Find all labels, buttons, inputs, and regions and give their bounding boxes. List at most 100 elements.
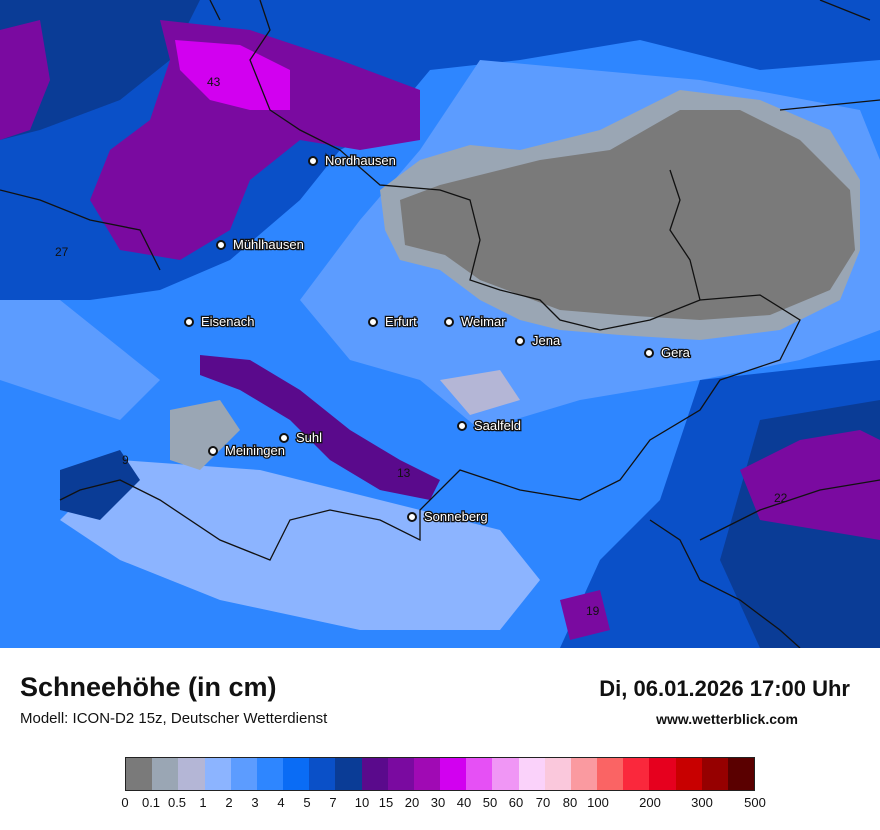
city-label: Weimar [461,314,506,329]
legend-label: 0.1 [141,795,161,810]
legend-label: 80 [562,795,578,810]
snow-depth-map: Nordhausen Mühlhausen Eisenach Erfurt We… [0,0,880,648]
city-label: Sonneberg [424,509,488,524]
legend-swatch [597,758,624,790]
snow-area-deep-harz [90,20,420,260]
legend-label: 15 [378,795,394,810]
legend-label: 3 [251,795,259,810]
city-marker-eisenach: Eisenach [184,313,256,330]
city-label: Meiningen [225,443,285,458]
legend-label: 20 [404,795,420,810]
legend-swatch [518,758,545,790]
snow-area-trace-saalfeld [440,370,520,415]
snow-area-deep-ore [740,430,880,540]
snow-area-thuringian-forest [200,355,440,500]
city-marker-muehlhausen: Mühlhausen [216,236,305,253]
city-marker-nordhausen: Nordhausen [308,152,397,169]
legend-label: 100 [587,795,609,810]
state-border-ne [819,0,871,21]
value-label-south: 19 [586,604,600,618]
legend-swatch [126,758,153,790]
legend-swatch [178,758,205,790]
legend-swatch [256,758,284,790]
value-label-forest: 13 [397,466,411,480]
color-legend [125,757,755,791]
value-label-west: 27 [55,245,69,259]
city-marker-erfurt: Erfurt [368,313,418,330]
legend-label: 500 [744,795,766,810]
city-label: Nordhausen [325,153,396,168]
city-label: Gera [661,345,691,360]
snow-area-none [400,110,855,320]
legend-swatch [649,758,676,790]
legend-label: 30 [430,795,446,810]
state-border-east [699,479,880,541]
city-marker-weimar: Weimar [444,313,508,330]
snow-area-darker [0,0,200,140]
snow-area-light-west [0,300,160,420]
legend-label: 5 [303,795,311,810]
map-title: Schneehöhe (in cm) [20,672,277,702]
legend-swatch [413,758,441,790]
legend-labels: 0 0.1 0.5 1 2 3 4 5 7 10 15 20 30 40 50 60 70 80 100 200 300… [0,795,880,811]
legend-swatch [335,758,362,790]
legend-label: 10 [354,795,370,810]
city-label: Suhl [296,430,322,445]
legend-swatch [230,758,257,790]
city-marker-saalfeld: Saalfeld [457,417,522,434]
legend-swatch [623,758,650,790]
legend-swatch [204,758,231,790]
map-canvas: Nordhausen Mühlhausen Eisenach Erfurt We… [0,0,880,648]
snow-area-trace-meiningen [170,400,240,470]
snow-area-lighter [60,460,540,630]
city-label: Jena [532,333,561,348]
legend-label: 1 [199,795,207,810]
legend-swatch [675,758,702,790]
snow-area-deep-west [0,20,50,140]
city-label: Erfurt [385,314,417,329]
state-border-hesse [0,189,161,271]
legend-swatch [309,758,336,790]
legend-label: 300 [691,795,713,810]
city-marker-gera: Gera [644,344,692,361]
city-marker-jena: Jena [515,332,562,349]
legend-label: 60 [508,795,524,810]
city-label: Saalfeld [474,418,521,433]
legend-label: 0 [121,795,129,810]
city-label: Eisenach [201,314,254,329]
state-border-north [779,99,880,111]
legend-label: 200 [639,795,661,810]
legend-swatch [387,758,414,790]
legend-label: 50 [482,795,498,810]
valid-datetime: Di, 06.01.2026 17:00 Uhr [599,676,850,701]
legend-swatch [570,758,598,790]
legend-swatch [283,758,310,790]
legend-swatch [440,758,467,790]
state-border-thuringia [59,0,801,561]
legend-swatch [701,758,728,790]
legend-swatch [492,758,519,790]
city-marker-sonneberg: Sonneberg [407,508,489,525]
city-label: Mühlhausen [233,237,304,252]
legend-swatch [727,758,755,790]
city-marker-meiningen: Meiningen [208,442,286,459]
legend-swatch [152,758,179,790]
legend-label: 0.5 [167,795,187,810]
legend-swatch [466,758,493,790]
value-label-harz: 43 [207,75,221,89]
legend-label: 40 [456,795,472,810]
legend-label: 2 [225,795,233,810]
legend-label: 70 [535,795,551,810]
country-border-czech [649,519,801,648]
website-link[interactable]: www.wetterblick.com [656,711,798,727]
snow-area-deep-south [560,590,610,640]
snow-area-peak-harz [175,40,290,110]
legend-label: 4 [277,795,285,810]
value-label-ore: 22 [774,491,788,505]
state-border-saxony [669,169,701,301]
value-label-rhoen: 9 [122,453,129,467]
legend-label: 7 [329,795,337,810]
state-border-nw [209,0,221,21]
legend-swatch [544,758,571,790]
city-marker-suhl: Suhl [279,429,323,446]
